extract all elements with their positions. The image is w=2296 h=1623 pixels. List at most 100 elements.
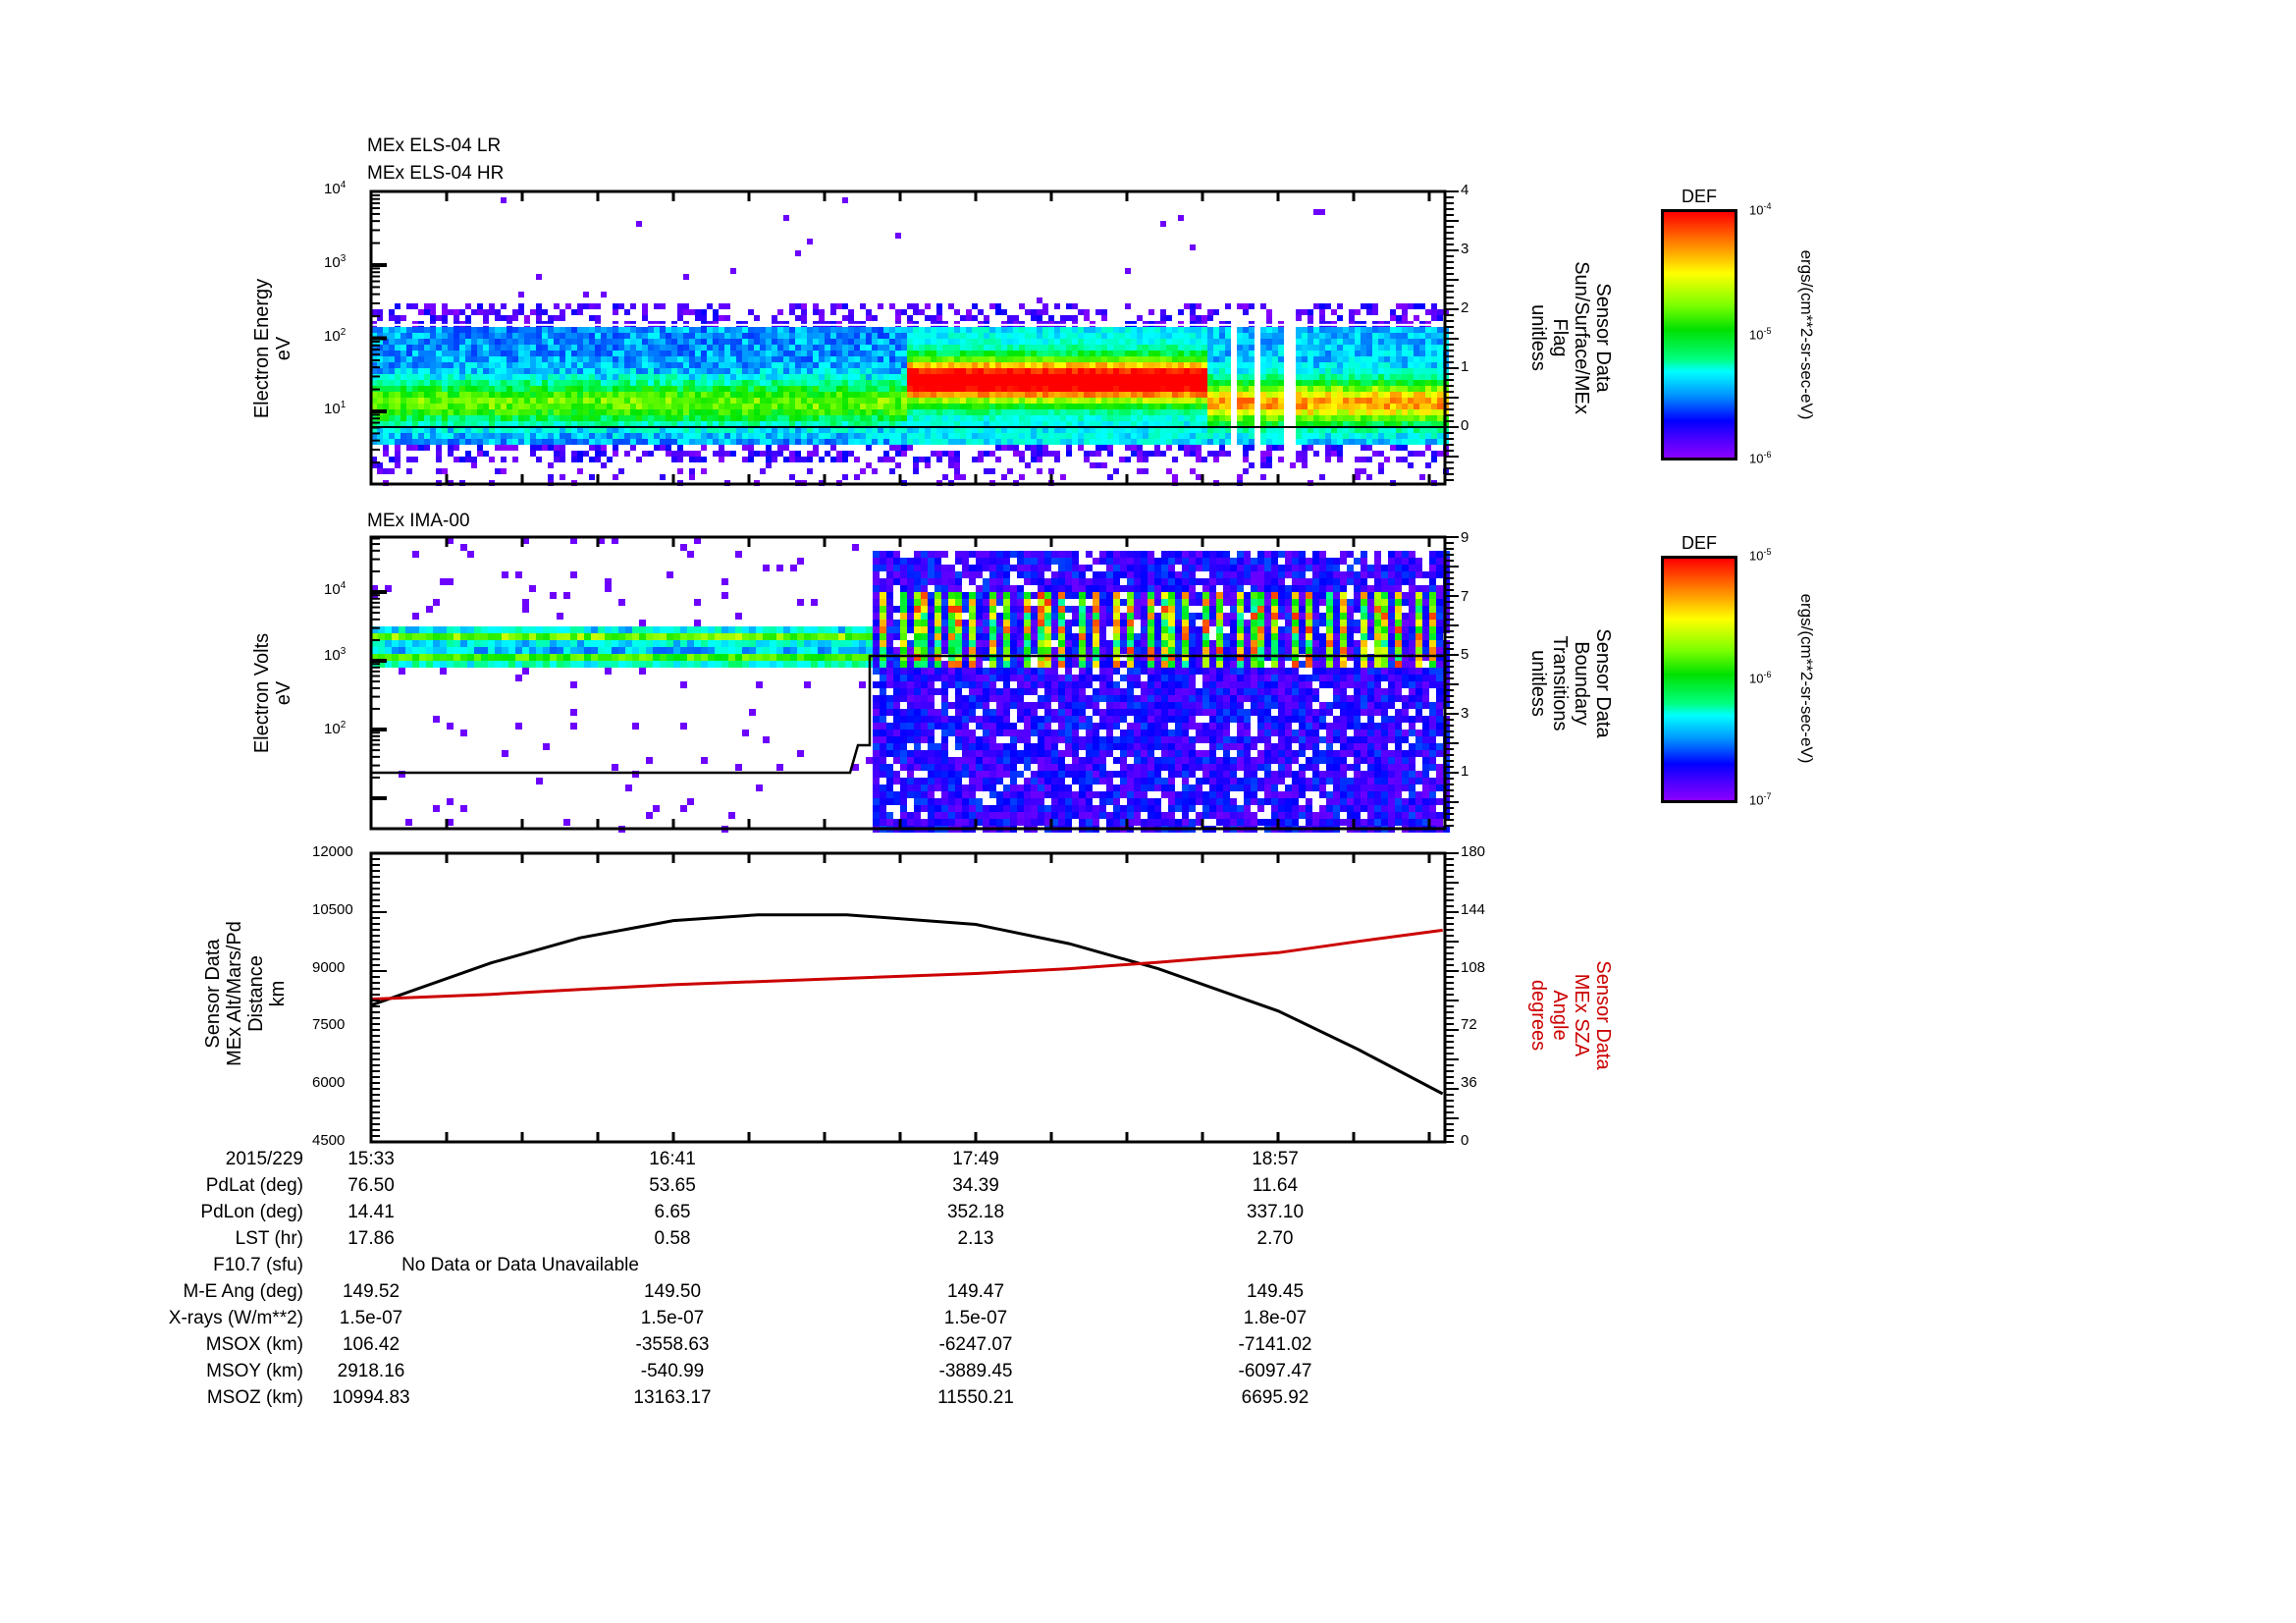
orbit-ytick: 12000 <box>312 843 353 860</box>
els-spectrogram <box>369 189 1459 486</box>
els-rlabel-line3: Flag <box>1549 318 1571 357</box>
els-rlabel-line4: unitless <box>1527 304 1549 371</box>
colorbar1 <box>1661 209 1737 460</box>
ephemeris-time-cell: 16:41 <box>649 1149 696 1169</box>
ephemeris-row-label: LST (hr) <box>235 1228 303 1249</box>
colorbar2-tick-bot: 10-7 <box>1749 791 1772 808</box>
ephemeris-value-cell: 337.10 <box>1246 1202 1305 1222</box>
ephemeris-value-cell: 1.5e-07 <box>339 1308 403 1328</box>
ephemeris-row-label: X-rays (W/m**2) <box>168 1308 303 1328</box>
ephemeris-value-cell: 2918.16 <box>337 1361 405 1381</box>
ephemeris-value-cell: 34.39 <box>952 1175 999 1196</box>
ephemeris-value-cell: 53.65 <box>649 1175 696 1196</box>
ephemeris-value-cell: 13163.17 <box>633 1387 712 1408</box>
ephemeris-row-label: F10.7 (sfu) <box>213 1255 303 1275</box>
ephemeris-value-cell: 76.50 <box>347 1175 395 1196</box>
ephemeris-row-label: PdLon (deg) <box>200 1202 303 1222</box>
ephemeris-value-cell: 6.65 <box>654 1202 691 1222</box>
orbit-line-plot <box>369 851 1459 1144</box>
ephemeris-value-cell: 149.47 <box>946 1281 1005 1302</box>
ephemeris-time-cell: 18:57 <box>1252 1149 1299 1169</box>
ephemeris-value-cell: 149.52 <box>342 1281 400 1302</box>
ephemeris-value-cell: 1.5e-07 <box>640 1308 705 1328</box>
ephemeris-value-cell: -7141.02 <box>1238 1334 1312 1355</box>
orbit-rlabel-line4: degrees <box>1527 979 1549 1052</box>
orbit-y-axis-label: Sensor Data MEx Alt/Mars/Pd Distance km <box>202 876 289 1111</box>
ephemeris-value-cell: 1.5e-07 <box>943 1308 1008 1328</box>
ephemeris-value-cell: 1.8e-07 <box>1243 1308 1308 1328</box>
ima-ylabel-line1: Electron Volts <box>251 632 273 754</box>
els-ylabel-line2: eV <box>273 336 294 361</box>
ephemeris-time-cell: 17:49 <box>952 1149 999 1169</box>
ima-rtick: 9 <box>1461 529 1469 546</box>
ima-rlabel-line1: Sensor Data <box>1592 628 1614 738</box>
ephemeris-value-cell: 6695.92 <box>1241 1387 1309 1408</box>
orbit-rlabel-line1: Sensor Data <box>1592 960 1614 1070</box>
ima-y-axis-label: Electron Volts eV <box>251 595 294 791</box>
ima-rlabel-line2: Boundary <box>1571 641 1592 726</box>
ima-rtick: 7 <box>1461 588 1469 605</box>
orbit-ytick: 9000 <box>312 958 346 976</box>
colorbar1-title: DEF <box>1682 187 1717 206</box>
ephemeris-value-cell: -540.99 <box>640 1361 705 1381</box>
panel2-title: MEx IMA-00 <box>367 511 470 531</box>
orbit-ylabel-line4: km <box>267 980 289 1007</box>
colorbar2-unit: ergs/(cm**2-sr-sec-eV) <box>1797 593 1816 764</box>
orbit-ytick: 4500 <box>312 1132 346 1149</box>
orbit-ylabel-line1: Sensor Data <box>202 939 224 1049</box>
orbit-ytick: 6000 <box>312 1074 346 1092</box>
orbit-right-axis-label: Sensor Data MEx SZA Angle degrees <box>1527 897 1614 1133</box>
orbit-ylabel-line3: Distance <box>245 955 267 1032</box>
els-ytick: 102 <box>324 327 347 345</box>
els-ytick: 103 <box>324 253 347 271</box>
ephemeris-value-cell: 2.13 <box>957 1228 994 1249</box>
panel1-title-lr: MEx ELS-04 LR <box>367 135 502 156</box>
ephemeris-value-cell: 2.70 <box>1256 1228 1294 1249</box>
orbit-rtick: 108 <box>1461 958 1486 976</box>
panel1-title-hr: MEx ELS-04 HR <box>367 163 505 184</box>
ima-rtick: 1 <box>1461 763 1469 780</box>
els-y-axis-label: Electron Energy eV <box>251 250 294 447</box>
colorbar2-tick-top: 10-5 <box>1749 547 1772 564</box>
ephemeris-row-label: MSOY (km) <box>206 1361 303 1381</box>
ima-spectrogram <box>369 535 1459 833</box>
ephemeris-value-cell: -3889.45 <box>938 1361 1013 1381</box>
ephemeris-value-cell: 11550.21 <box>937 1387 1014 1408</box>
ephemeris-row-label: MSOX (km) <box>205 1334 303 1355</box>
ima-rtick: 3 <box>1461 705 1469 722</box>
ephemeris-value-cell: 10994.83 <box>332 1387 410 1408</box>
ephemeris-value-cell: 14.41 <box>347 1202 395 1222</box>
colorbar1-unit: ergs/(cm**2-sr-sec-eV) <box>1797 249 1816 420</box>
els-rtick: 4 <box>1461 182 1469 198</box>
ephemeris-value-cell: 0.58 <box>654 1228 691 1249</box>
ima-right-axis-label: Sensor Data Boundary Transitions unitles… <box>1527 566 1614 801</box>
colorbar2-tick-mid: 10-6 <box>1749 670 1772 686</box>
ima-rlabel-line4: unitless <box>1527 650 1549 717</box>
els-rlabel-line2: Sun/Surface/MEx <box>1571 261 1592 414</box>
ephemeris-row-label: MSOZ (km) <box>206 1387 303 1408</box>
orbit-rtick: 72 <box>1461 1016 1477 1034</box>
ephemeris-row-label: M-E Ang (deg) <box>183 1281 304 1302</box>
ima-ytick: 104 <box>324 580 347 598</box>
els-right-axis-label: Sensor Data Sun/Surface/MEx Flag unitles… <box>1527 220 1614 456</box>
orbit-ytick: 10500 <box>312 900 353 918</box>
colorbar2-title: DEF <box>1682 533 1717 553</box>
ima-ylabel-line2: eV <box>273 680 294 706</box>
ephemeris-span-cell: No Data or Data Unavailable <box>401 1255 639 1275</box>
ephemeris-value-cell: 149.45 <box>1246 1281 1305 1302</box>
orbit-rlabel-line3: Angle <box>1549 990 1571 1041</box>
els-rtick: 2 <box>1461 299 1469 316</box>
orbit-rtick: 180 <box>1461 843 1486 860</box>
ephemeris-value-cell: 149.50 <box>643 1281 702 1302</box>
ephemeris-value-cell: 11.64 <box>1252 1175 1299 1196</box>
ephemeris-value-cell: 352.18 <box>946 1202 1005 1222</box>
els-ytick: 101 <box>324 400 347 417</box>
orbit-rlabel-line2: MEx SZA <box>1571 973 1592 1057</box>
orbit-rtick: 144 <box>1461 900 1486 918</box>
ephemeris-value-cell: -3558.63 <box>635 1334 710 1355</box>
els-ylabel-line1: Electron Energy <box>251 278 273 419</box>
ephemeris-row-label: PdLat (deg) <box>205 1175 303 1196</box>
colorbar1-tick-bot: 10-6 <box>1749 450 1772 466</box>
ima-rtick: 5 <box>1461 646 1469 663</box>
els-rlabel-line1: Sensor Data <box>1592 283 1614 393</box>
